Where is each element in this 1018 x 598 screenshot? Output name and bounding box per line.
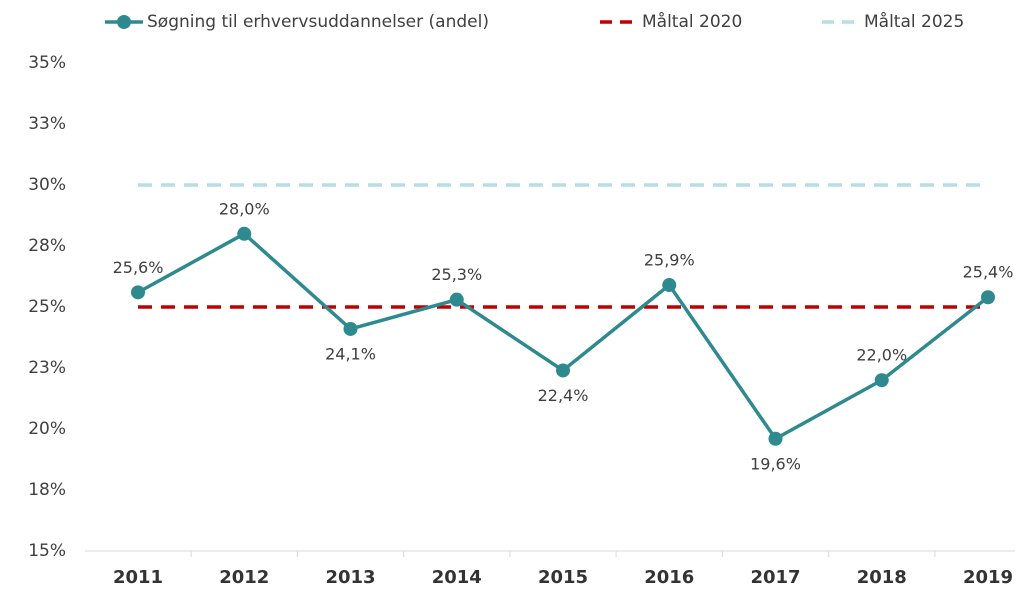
data-label: 25,9% bbox=[644, 251, 695, 270]
data-label: 19,6% bbox=[750, 454, 801, 473]
x-tick-label: 2014 bbox=[432, 567, 482, 588]
data-point bbox=[237, 226, 252, 241]
data-point bbox=[768, 431, 783, 446]
x-tick-label: 2012 bbox=[219, 567, 269, 588]
x-tick-label: 2016 bbox=[644, 567, 694, 588]
data-point bbox=[343, 321, 358, 336]
data-label: 25,3% bbox=[431, 265, 482, 284]
y-tick-label: 30% bbox=[28, 175, 66, 195]
legend-marker bbox=[117, 15, 131, 29]
data-point bbox=[874, 373, 889, 388]
data-point bbox=[556, 363, 570, 378]
data-line bbox=[137, 231, 990, 442]
y-tick-label: 20% bbox=[28, 419, 66, 439]
legend-label: Søgning til erhvervsuddannelser (andel) bbox=[147, 12, 489, 32]
data-label: 25,4% bbox=[963, 263, 1014, 282]
data-label: 28,0% bbox=[219, 199, 270, 218]
data-point bbox=[131, 285, 145, 300]
y-tick-label: 33% bbox=[28, 114, 66, 134]
x-tick-label: 2015 bbox=[538, 567, 588, 588]
data-label: 22,0% bbox=[856, 346, 907, 365]
data-label: 22,4% bbox=[538, 386, 589, 405]
y-tick-label: 25% bbox=[28, 297, 66, 317]
data-label: 24,1% bbox=[325, 344, 376, 363]
y-tick-label: 15% bbox=[28, 541, 66, 561]
data-point bbox=[981, 290, 995, 305]
x-tick-label: 2018 bbox=[857, 567, 907, 588]
y-tick-label: 28% bbox=[28, 236, 66, 256]
x-tick-label: 2013 bbox=[325, 567, 375, 588]
y-tick-label: 23% bbox=[28, 358, 66, 378]
data-label: 25,6% bbox=[113, 258, 164, 277]
x-tick-label: 2019 bbox=[963, 567, 1013, 588]
y-tick-label: 35% bbox=[28, 53, 66, 73]
legend-label: Måltal 2020 bbox=[642, 11, 742, 32]
data-point bbox=[662, 278, 677, 293]
x-tick-label: 2017 bbox=[750, 567, 800, 588]
legend-label: Måltal 2025 bbox=[864, 11, 964, 32]
data-point bbox=[449, 292, 464, 307]
x-tick-label: 2011 bbox=[113, 567, 163, 588]
y-tick-label: 18% bbox=[28, 480, 66, 500]
